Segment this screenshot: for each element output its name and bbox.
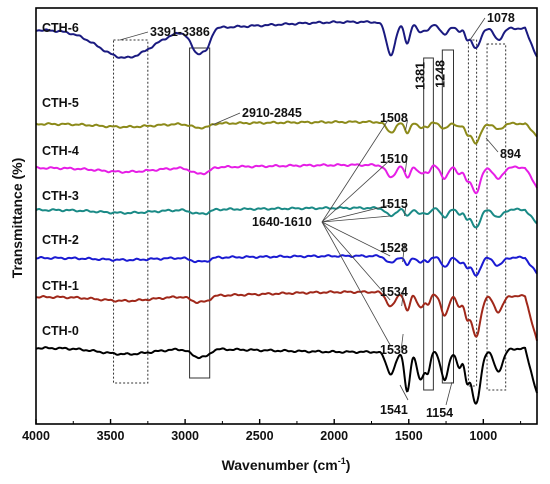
pointer-line bbox=[321, 119, 389, 223]
x-tick-label: 2000 bbox=[320, 429, 348, 443]
series-label: CTH-2 bbox=[42, 233, 79, 247]
series-label: CTH-0 bbox=[42, 324, 79, 338]
x-tick-label: 1500 bbox=[395, 429, 423, 443]
pointer-line bbox=[321, 221, 391, 257]
label-layer: CTH-6 CTH-5 CTH-4 CTH-3 CTH-2 CTH-1 CTH-0 3391-… bbox=[42, 11, 521, 420]
series-line-cth-2 bbox=[36, 254, 538, 277]
peak-pointer bbox=[401, 287, 405, 307]
series-line-cth-3 bbox=[35, 206, 538, 229]
pointer-line bbox=[321, 221, 391, 346]
series-line-cth-1 bbox=[36, 290, 538, 341]
annotation-connector bbox=[211, 112, 241, 126]
pointer-line bbox=[321, 221, 391, 301]
annotation-label: 1510 bbox=[380, 152, 408, 166]
band-box bbox=[486, 43, 507, 391]
annotation-connector bbox=[399, 384, 409, 401]
annotation-connector bbox=[485, 137, 499, 153]
peak-pointer bbox=[405, 119, 408, 131]
annotation-label: 1381 bbox=[414, 62, 428, 90]
annotation-connector bbox=[469, 17, 486, 41]
annotation-connector bbox=[445, 381, 453, 406]
series-label: CTH-4 bbox=[42, 144, 79, 158]
peak-pointer bbox=[404, 199, 407, 217]
series-label: CTH-3 bbox=[42, 189, 79, 203]
x-tick-label: 1000 bbox=[469, 429, 497, 443]
peak-pointer bbox=[400, 333, 404, 351]
x-tick-label: 3000 bbox=[171, 429, 199, 443]
x-tick-label: 2500 bbox=[246, 429, 274, 443]
series-layer bbox=[35, 20, 538, 405]
annotation-label: 894 bbox=[500, 147, 521, 161]
band-box bbox=[423, 57, 434, 391]
tick-layer: 4000 3500 3000 2500 2000 1500 1000 bbox=[22, 419, 522, 443]
series-label: CTH-1 bbox=[42, 279, 79, 293]
x-axis-title: Wavenumber (cm-1) bbox=[222, 456, 351, 473]
annotation-label: 1248 bbox=[433, 60, 447, 88]
band-box bbox=[467, 39, 478, 387]
plot-frame bbox=[35, 7, 538, 425]
annotation-label: 2910-2845 bbox=[242, 106, 302, 120]
annotation-label: 1541 bbox=[380, 403, 408, 417]
peak-pointer bbox=[404, 155, 408, 173]
annotation-label: 1508 bbox=[380, 111, 408, 125]
series-line-cth-5 bbox=[35, 120, 538, 145]
x-tick-label: 4000 bbox=[22, 429, 50, 443]
series-line-cth-0 bbox=[36, 346, 538, 405]
series-line-cth-6 bbox=[36, 20, 538, 59]
series-label: CTH-6 bbox=[42, 21, 79, 35]
annotation-connector bbox=[119, 31, 149, 41]
peak-pointer bbox=[402, 243, 405, 263]
pointer-line bbox=[321, 159, 391, 223]
y-axis-title: Transmittance (%) bbox=[9, 158, 25, 279]
annotation-label: 1534 bbox=[380, 285, 408, 299]
annotation-label: 1154 bbox=[426, 406, 453, 420]
pointer-line bbox=[321, 204, 391, 223]
series-label: CTH-5 bbox=[42, 96, 79, 110]
annotation-label: 3391-3386 bbox=[150, 25, 210, 39]
annotation-label: 1538 bbox=[380, 343, 408, 357]
annotation-label: 1515 bbox=[380, 197, 408, 211]
pointer-layer bbox=[119, 17, 499, 406]
pointer-line bbox=[321, 215, 391, 223]
annotation-label: 1078 bbox=[487, 11, 515, 25]
annotation-label: 1528 bbox=[380, 241, 408, 255]
x-tick-label: 3500 bbox=[97, 429, 125, 443]
series-line-cth-4 bbox=[35, 163, 538, 195]
annotation-label: 1640-1610 bbox=[252, 215, 312, 229]
